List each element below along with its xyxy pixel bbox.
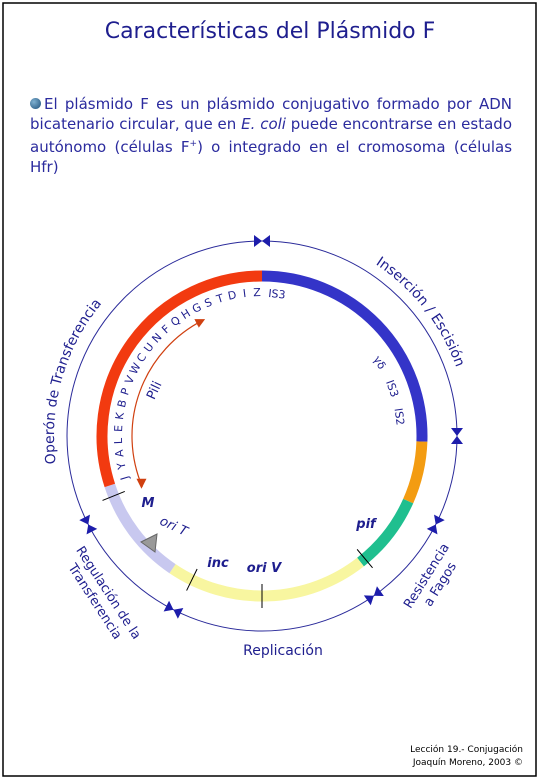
gene-label: J <box>118 475 132 483</box>
intro-text: ) o integrado en el cromosoma (células H… <box>30 138 513 176</box>
gene-label: D <box>227 288 238 302</box>
gene-label: U <box>141 340 156 354</box>
boundary-marker <box>163 600 184 619</box>
intro-text: puede encontrarse en estado autónomo (cé… <box>30 115 513 156</box>
site-tick <box>102 490 125 501</box>
insertion-sequence: IS2 <box>392 407 407 426</box>
region-label: Operón de Transferencia <box>42 296 105 465</box>
site-tick <box>356 549 373 569</box>
gene-label: N <box>149 331 164 346</box>
intro: El plásmido F es un plásmido conjugativo… <box>30 94 512 177</box>
gene-label: Z <box>253 286 261 299</box>
region-label: Replicación <box>243 643 323 659</box>
gene-label: K <box>113 411 127 421</box>
region-label-text: Inserción / Escisión <box>373 254 467 369</box>
site-label: ori V <box>247 561 282 576</box>
site-label: ori T <box>157 514 191 540</box>
gene-label: S <box>203 296 214 311</box>
intro-text: El plásmido F es un plásmido conjugativo… <box>30 95 512 133</box>
plasmid-segment <box>357 498 414 567</box>
plasmid-segment <box>403 441 428 504</box>
intro-text: E. coli <box>241 115 286 133</box>
footer-line: Lección 19.- Conjugación <box>410 744 523 755</box>
region-label: Inserción / Escisión <box>373 254 467 369</box>
insertion-sequence: IS3 <box>383 378 401 399</box>
gene-label: H <box>179 307 193 322</box>
boundary-marker <box>363 586 384 606</box>
site-label: M <box>142 496 155 511</box>
boundary-marker <box>79 514 98 535</box>
boundary-marker <box>426 514 445 535</box>
site-label: inc <box>207 556 229 571</box>
insertion-sequence: γδ <box>370 354 388 372</box>
region-label-text: Operón de Transferencia <box>42 296 105 465</box>
title: Características del Plásmido F <box>105 19 436 44</box>
gene-label: F <box>159 322 172 336</box>
insertion-sequence: IS3 <box>268 287 286 302</box>
gene-label: P <box>118 386 133 397</box>
plasmid-segment <box>169 557 364 602</box>
oriT-triangle <box>140 533 158 553</box>
gene-label: G <box>190 300 204 315</box>
gene-label: Y <box>115 461 129 472</box>
boundary-marker <box>254 235 270 247</box>
pili-arrow <box>131 319 206 488</box>
plasmid-segment <box>261 270 428 442</box>
pili-arrowhead <box>136 478 147 489</box>
gene-label: A <box>113 448 127 458</box>
gene-label: B <box>115 399 129 409</box>
intro-text: + <box>189 139 198 149</box>
bullet <box>30 98 41 109</box>
footer-line: Joaquín Moreno, 2003 © <box>412 758 523 768</box>
plasmid-segment <box>96 270 263 488</box>
gene-label: E <box>112 425 125 433</box>
gene-label: C <box>134 351 149 365</box>
gene-label: L <box>112 437 125 444</box>
site-tick <box>186 568 198 591</box>
site-label: Pili <box>144 379 165 402</box>
site-label: pif <box>355 517 378 532</box>
boundary-marker <box>451 428 463 444</box>
gene-label: I <box>242 287 247 300</box>
gene-label: T <box>214 291 225 306</box>
